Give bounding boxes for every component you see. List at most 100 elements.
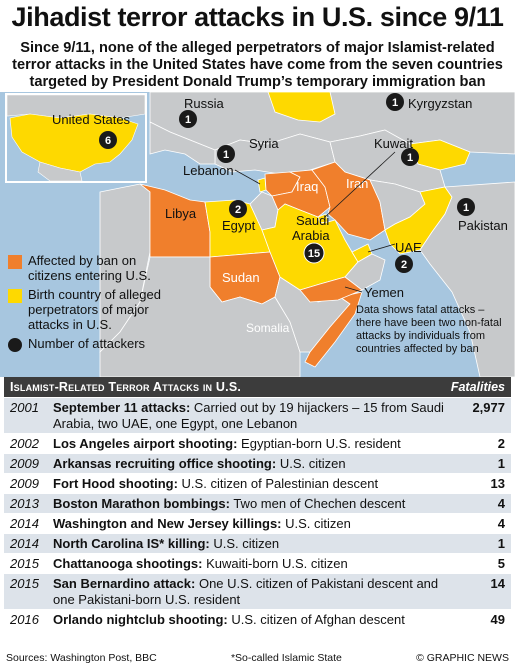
- row-fatalities: 1: [497, 536, 505, 551]
- map-legend: Affected by ban on citizens entering U.S…: [8, 253, 178, 356]
- marker-kyrgyzstan: 1: [386, 93, 404, 111]
- svg-text:1: 1: [407, 152, 413, 164]
- svg-text:1: 1: [185, 114, 191, 126]
- row-year: 2002: [10, 436, 39, 451]
- legend-birth: Birth country of alleged perpetrators of…: [8, 287, 178, 332]
- row-fatalities: 1: [497, 456, 505, 471]
- page-title: Jihadist terror attacks in U.S. since 9/…: [11, 2, 504, 32]
- svg-text:1: 1: [463, 202, 469, 214]
- row-detail: Kuwaiti-born U.S. citizen: [206, 556, 348, 571]
- label-yemen: Yemen: [364, 285, 404, 300]
- legend-ban-label: Affected by ban on citizens entering U.S…: [28, 253, 151, 283]
- row-attack-name: North Carolina IS* killing:: [53, 536, 210, 551]
- row-fatalities: 5: [497, 556, 505, 571]
- label-arabia: Arabia: [292, 228, 330, 243]
- svg-text:1: 1: [223, 149, 229, 161]
- label-pakistan: Pakistan: [458, 218, 508, 233]
- row-description: September 11 attacks: Carried out by 19 …: [53, 400, 457, 432]
- table-row: 2013 Boston Marathon bombings: Two men o…: [4, 494, 511, 514]
- row-description: Chattanooga shootings: Kuwaiti-born U.S.…: [53, 556, 457, 572]
- table-row: 2015 San Bernardino attack: One U.S. cit…: [4, 574, 511, 610]
- row-attack-name: Orlando nightclub shooting:: [53, 612, 228, 627]
- row-year: 2013: [10, 496, 39, 511]
- legend-attackers: Number of attackers: [8, 336, 178, 352]
- label-kuwait: Kuwait: [374, 136, 413, 151]
- credit: © GRAPHIC NEWS: [416, 652, 509, 664]
- row-year: 2015: [10, 556, 39, 571]
- russia-region: [267, 92, 336, 123]
- row-fatalities: 2: [497, 436, 505, 451]
- mexico-land: [37, 161, 83, 182]
- row-year: 2016: [10, 612, 39, 627]
- row-year: 2001: [10, 400, 39, 415]
- label-uae: UAE: [395, 240, 422, 255]
- label-lebanon: Lebanon: [183, 163, 234, 178]
- row-attack-name: September 11 attacks:: [53, 400, 191, 415]
- svg-text:2: 2: [401, 259, 407, 271]
- row-description: Washington and New Jersey killings: U.S.…: [53, 516, 457, 532]
- subtitle: Since 9/11, none of the alleged perpetra…: [12, 40, 503, 90]
- leader-kuwait: [324, 151, 396, 218]
- label-kyrgyzstan: Kyrgyzstan: [408, 96, 472, 111]
- leader-lebanon: [234, 169, 261, 185]
- row-description: Los Angeles airport shooting: Egyptian-b…: [53, 436, 457, 452]
- row-fatalities: 14: [490, 576, 505, 591]
- row-attack-name: Arkansas recruiting office shooting:: [53, 456, 277, 471]
- row-detail: U.S. citizen: [213, 536, 280, 551]
- row-year: 2014: [10, 516, 39, 531]
- attacks-table: 2001 September 11 attacks: Carried out b…: [4, 398, 511, 630]
- table-row: 2002 Los Angeles airport shooting: Egypt…: [4, 434, 511, 454]
- svg-text:2: 2: [235, 204, 241, 216]
- europe-land: [149, 121, 216, 165]
- row-attack-name: San Bernardino attack:: [53, 576, 196, 591]
- row-fatalities: 49: [490, 612, 505, 627]
- row-detail: U.S. citizen of Palestinian descent: [181, 476, 379, 491]
- row-fatalities: 4: [497, 496, 505, 511]
- table-row: 2001 September 11 attacks: Carried out b…: [4, 398, 511, 434]
- row-description: Boston Marathon bombings: Two men of Che…: [53, 496, 457, 512]
- svg-text:15: 15: [308, 248, 320, 260]
- marker-lebanon: 1: [217, 145, 235, 163]
- row-detail: Egyptian-born U.S. resident: [241, 436, 401, 451]
- table-header: Islamist-Related Terror Attacks in U.S. …: [4, 377, 511, 397]
- row-attack-name: Boston Marathon bombings:: [53, 496, 230, 511]
- table-row: 2009 Arkansas recruiting office shooting…: [4, 454, 511, 474]
- label-iran: Iran: [346, 176, 368, 191]
- map-note: Data shows fatal attacks – there have be…: [356, 304, 502, 355]
- label-saudi: Saudi: [296, 213, 329, 228]
- label-libya: Libya: [165, 206, 197, 221]
- label-iraq: Iraq: [296, 179, 318, 194]
- marker-egypt: 2: [229, 200, 247, 218]
- yemen-region: [299, 276, 363, 303]
- united-states-region: [9, 113, 139, 173]
- label-somalia: Somalia: [246, 321, 290, 335]
- row-year: 2009: [10, 476, 39, 491]
- row-attack-name: Los Angeles airport shooting:: [53, 436, 238, 451]
- row-attack-name: Fort Hood shooting:: [53, 476, 178, 491]
- legend-birth-label: Birth country of alleged perpetrators of…: [28, 287, 161, 332]
- row-fatalities: 2,977: [472, 400, 505, 415]
- row-year: 2015: [10, 576, 39, 591]
- row-description: San Bernardino attack: One U.S. citizen …: [53, 576, 457, 608]
- table-row: 2014 Washington and New Jersey killings:…: [4, 514, 511, 534]
- row-description: North Carolina IS* killing: U.S. citizen: [53, 536, 457, 552]
- label-russia: Russia: [184, 96, 225, 111]
- row-detail: Two men of Chechen descent: [233, 496, 406, 511]
- table-row: 2015 Chattanooga shootings: Kuwaiti-born…: [4, 554, 511, 574]
- middle-east-map: United States Russia Kyrgyzstan Syria Ku…: [0, 92, 515, 377]
- label-sudan: Sudan: [222, 270, 260, 285]
- row-description: Orlando nightclub shooting: U.S. citizen…: [53, 612, 457, 628]
- leader-yemen: [344, 286, 363, 293]
- row-attack-name: Chattanooga shootings:: [53, 556, 203, 571]
- table-row: 2014 North Carolina IS* killing: U.S. ci…: [4, 534, 511, 554]
- yellow-swatch-icon: [8, 289, 22, 303]
- footer: Sources: Washington Post, BBC *So-called…: [6, 652, 509, 664]
- legend-attackers-label: Number of attackers: [28, 336, 146, 351]
- marker-russia: 1: [179, 110, 197, 128]
- legend-ban: Affected by ban on citizens entering U.S…: [8, 253, 178, 283]
- iran-region: [311, 161, 386, 241]
- marker-saudi-arabia: 15: [303, 242, 325, 264]
- somalia-region: [304, 291, 363, 368]
- label-united-states: United States: [52, 112, 131, 127]
- sources: Sources: Washington Post, BBC: [6, 652, 157, 664]
